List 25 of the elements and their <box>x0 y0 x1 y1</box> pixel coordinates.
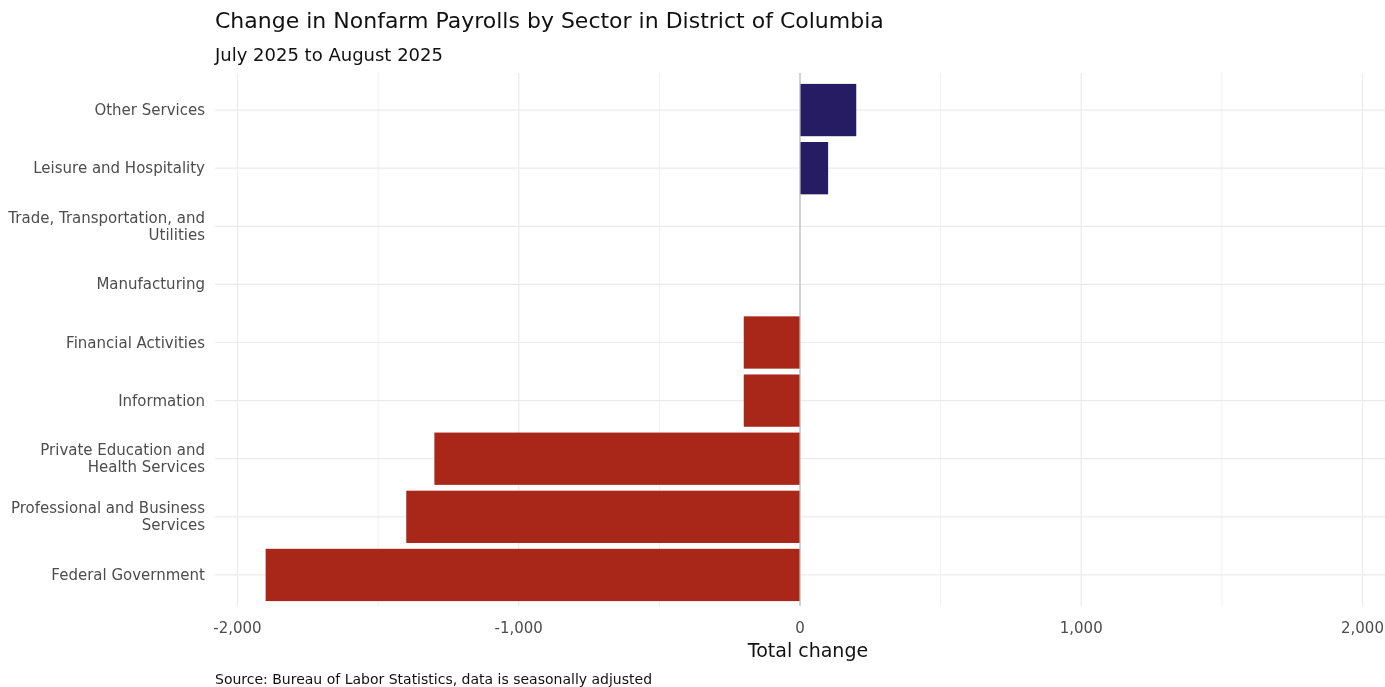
x-tick-label: 2,000 <box>1341 619 1384 637</box>
x-tick-label: -1,000 <box>494 619 543 637</box>
bar <box>265 548 800 602</box>
x-tick-label: 1,000 <box>1059 619 1103 637</box>
y-tick-label: Federal Government <box>51 565 206 584</box>
source-note: Source: Bureau of Labor Statistics, data is seasonally adjusted <box>215 671 653 687</box>
x-tick-label: 0 <box>795 619 805 637</box>
y-tick-label: Leisure and Hospitality <box>33 159 206 178</box>
bar <box>800 83 857 137</box>
x-axis-title: Total change <box>746 639 869 661</box>
y-tick-label: Information <box>118 391 205 410</box>
y-tick-label: Manufacturing <box>96 275 205 294</box>
y-tick-label: Financial Activities <box>66 333 206 352</box>
bar <box>406 490 800 543</box>
x-tick-label: -2,000 <box>213 619 262 637</box>
bar <box>800 142 829 195</box>
bar <box>434 432 800 485</box>
chart-subtitle: July 2025 to August 2025 <box>214 44 443 65</box>
chart-title: Change in Nonfarm Payrolls by Sector in District of Columbia <box>215 8 884 33</box>
y-tick-label: Professional and Business Services <box>10 499 206 535</box>
bar <box>743 316 800 369</box>
y-tick-label: Other Services <box>94 101 206 120</box>
y-tick-label: Trade, Transportation, and Utilities <box>7 208 206 244</box>
bar <box>743 374 800 427</box>
y-tick-label: Private Education and Health Services <box>40 441 206 477</box>
